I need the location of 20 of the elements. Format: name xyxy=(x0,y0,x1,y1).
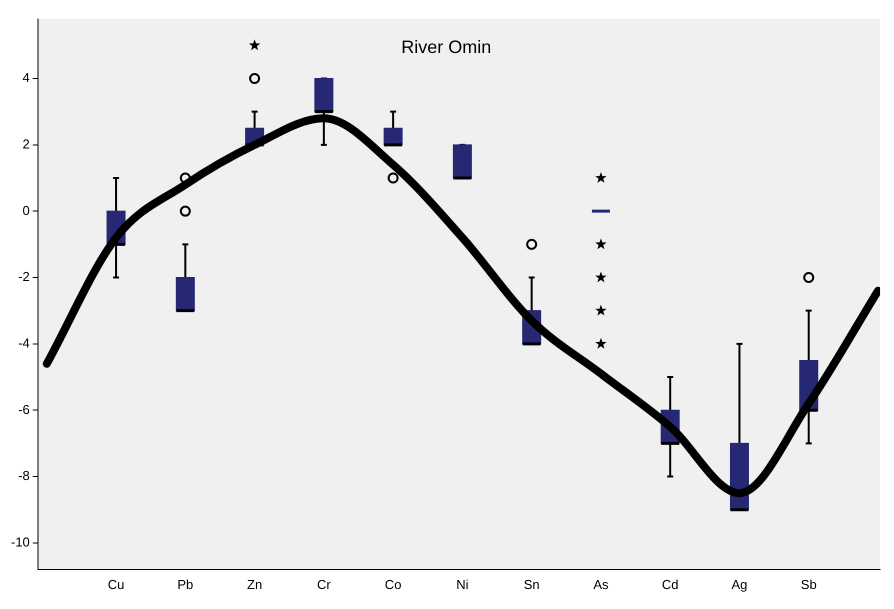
x-tick-label: Ni xyxy=(456,576,469,592)
x-tick-label: Co xyxy=(384,576,402,592)
y-tick-label: 4 xyxy=(22,70,30,86)
y-tick-label: -4 xyxy=(18,335,30,350)
x-tick-label: Zn xyxy=(247,576,262,592)
x-tick-label: Sn xyxy=(524,576,540,592)
x-tick-label: Ag xyxy=(732,576,748,592)
y-tick-label: -8 xyxy=(18,468,30,484)
y-tick-label: -6 xyxy=(18,402,30,417)
y-tick-label: -2 xyxy=(18,269,30,284)
y-tick-label: 0 xyxy=(22,202,30,218)
x-tick-label: Pb xyxy=(177,576,194,592)
x-tick-label: Cu xyxy=(108,576,124,592)
y-tick-label: 2 xyxy=(22,136,30,152)
text: River Omin xyxy=(401,36,492,57)
x-tick-label: Cd xyxy=(662,576,678,592)
y-tick-label: -10 xyxy=(10,534,30,550)
x-tick-label: Cr xyxy=(317,576,332,592)
x-tick-label: Sb xyxy=(800,576,817,592)
x-tick-label: As xyxy=(593,576,610,592)
